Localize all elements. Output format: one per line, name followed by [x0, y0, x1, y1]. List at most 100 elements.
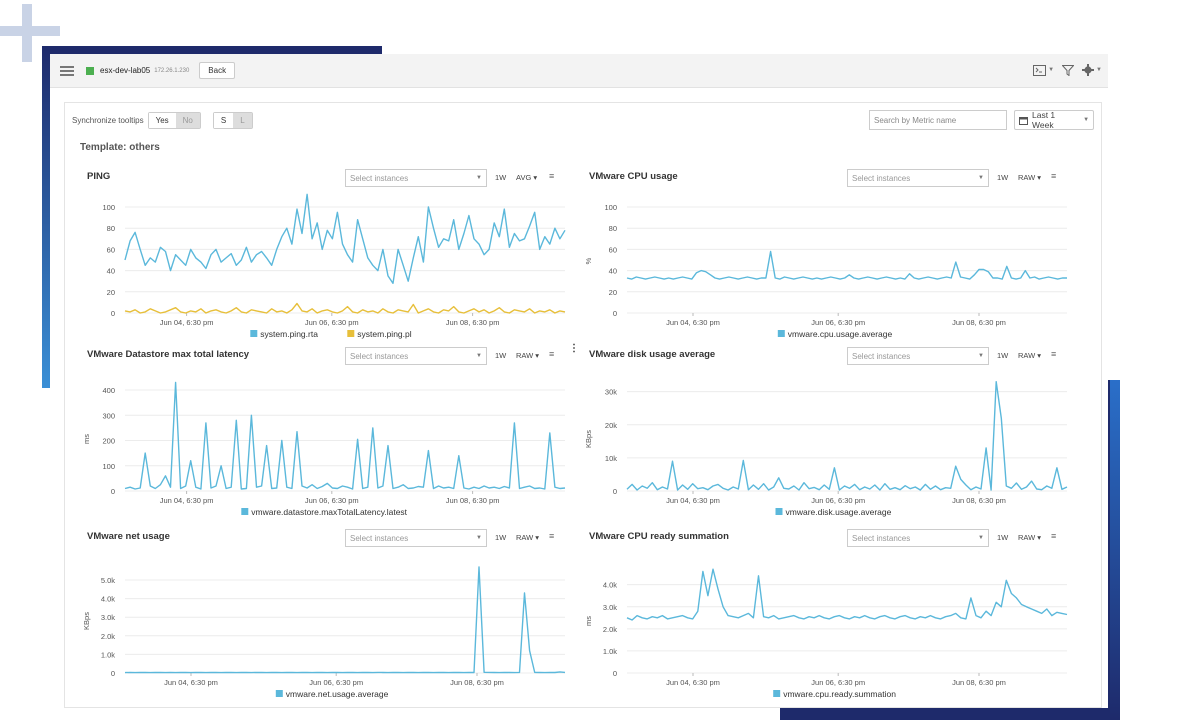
series-line[interactable]	[626, 568, 1068, 621]
x-tick-label: Jun 06, 6:30 pm	[811, 678, 865, 687]
y-tick-label: 1.0k	[603, 647, 617, 656]
y-tick-label: 0	[111, 487, 115, 496]
back-button[interactable]: Back	[199, 62, 236, 79]
chart-title: VMware disk usage average	[589, 349, 716, 360]
line-chart: 0 1.0k 2.0k 3.0k 4.0k ms Jun 04, 6:30 pm Jun 06…	[584, 568, 1068, 699]
toolbar-actions: ▼ ▼	[1033, 64, 1102, 76]
y-tick-label: 80	[107, 224, 115, 233]
legend-label[interactable]: vmware.net.usage.average	[286, 689, 389, 699]
chart-panel: VMware CPU ready summation Select instanc…	[579, 529, 1071, 703]
chart-panel: VMware net usage Select instances ▼ 1W RAW ▾…	[77, 529, 569, 703]
sync-yes-button[interactable]: Yes	[148, 113, 176, 128]
chart-title: VMware Datastore max total latency	[87, 349, 250, 360]
app-window: esx-dev-lab05 172.26.1.230 Back ▼ ▼ Sync…	[50, 54, 1108, 708]
series-line[interactable]	[124, 302, 566, 314]
sync-tooltips-row: Synchronize tooltips Yes No S L	[72, 112, 253, 129]
metric-search-input[interactable]: Search by Metric name	[869, 110, 1007, 130]
legend-label[interactable]: vmware.cpu.ready.summation	[783, 689, 896, 699]
line-chart: 0 20 40 60 80 100 Jun 04, 6:30 pm Jun 06, 6:30 …	[102, 193, 566, 339]
top-toolbar: esx-dev-lab05 172.26.1.230 Back ▼ ▼	[50, 54, 1108, 88]
list-view-icon[interactable]: ≡	[549, 531, 555, 541]
filter-icon[interactable]	[1062, 64, 1075, 76]
y-tick-label: 200	[102, 437, 115, 446]
select-instances-dropdown[interactable]: Select instances ▼	[345, 169, 487, 187]
select-instances-dropdown[interactable]: Select instances ▼	[847, 529, 989, 547]
y-tick-label: 40	[609, 267, 617, 276]
legend-swatch	[775, 508, 783, 515]
select-instances-dropdown[interactable]: Select instances ▼	[345, 347, 487, 365]
y-tick-label: 30k	[605, 388, 617, 397]
y-tick-label: 20k	[605, 421, 617, 430]
y-tick-label: 10k	[605, 454, 617, 463]
y-tick-label: 100	[102, 462, 115, 471]
size-toggle: S L	[212, 112, 253, 129]
series-line[interactable]	[626, 381, 1068, 491]
select-instances-placeholder: Select instances	[852, 534, 911, 543]
legend-label[interactable]: system.ping.rta	[260, 329, 318, 339]
period-selector[interactable]: 1W	[997, 173, 1009, 182]
aggregation-selector[interactable]: AVG ▾	[516, 173, 538, 182]
list-view-icon[interactable]: ≡	[1051, 171, 1057, 181]
decorative-frame-right-accent	[1110, 380, 1120, 720]
select-instances-dropdown[interactable]: Select instances ▼	[847, 169, 989, 187]
series-line[interactable]	[124, 193, 566, 285]
legend-label[interactable]: vmware.cpu.usage.average	[788, 329, 893, 339]
select-instances-placeholder: Select instances	[350, 352, 409, 361]
period-selector[interactable]: 1W	[495, 173, 507, 182]
chart-title: PING	[87, 171, 111, 182]
gear-icon[interactable]: ▼	[1082, 64, 1102, 76]
period-selector[interactable]: 1W	[997, 351, 1009, 360]
line-chart: 0 10k 20k 30k KBps Jun 04, 6:30 pm Jun 06, 6:3…	[584, 381, 1068, 517]
aggregation-selector[interactable]: RAW ▾	[1018, 351, 1042, 360]
series-line[interactable]	[124, 381, 566, 490]
period-selector[interactable]: 1W	[495, 533, 507, 542]
chart-panel: PING Select instances ▼ 1W AVG ▾ ≡ 0 20 40 60 80 10…	[77, 169, 569, 343]
more-options-icon[interactable]: ⋮	[569, 343, 579, 354]
decorative-plus-horizontal	[0, 26, 60, 36]
x-tick-label: Jun 04, 6:30 pm	[160, 496, 214, 505]
y-tick-label: 20	[609, 288, 617, 297]
aggregation-selector[interactable]: RAW ▾	[516, 351, 540, 360]
size-small-button[interactable]: S	[213, 113, 234, 128]
sync-no-button[interactable]: No	[175, 113, 200, 128]
chevron-down-icon: ▼	[476, 353, 482, 359]
size-large-button[interactable]: L	[233, 113, 252, 128]
series-line[interactable]	[124, 566, 566, 674]
chart-panel: VMware disk usage average Select instance…	[579, 347, 1071, 521]
chart-title: VMware net usage	[87, 531, 170, 542]
y-tick-label: 3.0k	[101, 613, 115, 622]
select-instances-dropdown[interactable]: Select instances ▼	[847, 347, 989, 365]
y-tick-label: 60	[609, 245, 617, 254]
y-tick-label: 0	[613, 487, 617, 496]
legend-label[interactable]: system.ping.pl	[357, 329, 411, 339]
list-view-icon[interactable]: ≡	[549, 349, 555, 359]
list-view-icon[interactable]: ≡	[549, 171, 555, 181]
legend-label[interactable]: vmware.datastore.maxTotalLatency.latest	[251, 507, 407, 517]
y-tick-label: 2.0k	[101, 632, 115, 641]
list-view-icon[interactable]: ≡	[1051, 349, 1057, 359]
y-tick-label: 60	[107, 245, 115, 254]
chart-panel: VMware CPU usage Select instances ▼ 1W RAW ▾…	[579, 169, 1071, 343]
legend-swatch	[773, 690, 781, 697]
aggregation-selector[interactable]: RAW ▾	[1018, 533, 1042, 542]
menu-icon[interactable]	[60, 65, 74, 76]
y-tick-label: 400	[102, 386, 115, 395]
list-view-icon[interactable]: ≡	[1051, 531, 1057, 541]
chart-title: VMware CPU ready summation	[589, 531, 729, 542]
legend-label[interactable]: vmware.disk.usage.average	[786, 507, 892, 517]
aggregation-selector[interactable]: RAW ▾	[516, 533, 540, 542]
x-tick-label: Jun 04, 6:30 pm	[666, 496, 720, 505]
time-range-select[interactable]: Last 1 Week ▼	[1014, 110, 1094, 130]
period-selector[interactable]: 1W	[495, 351, 507, 360]
chevron-down-icon: ▼	[978, 535, 984, 541]
select-instances-dropdown[interactable]: Select instances ▼	[345, 529, 487, 547]
legend-swatch	[250, 330, 258, 337]
x-tick-label: Jun 04, 6:30 pm	[666, 318, 720, 327]
series-line[interactable]	[626, 250, 1067, 280]
y-tick-label: 3.0k	[603, 603, 617, 612]
aggregation-selector[interactable]: RAW ▾	[1018, 173, 1042, 182]
y-tick-label: 40	[107, 267, 115, 276]
terminal-icon[interactable]: ▼	[1033, 64, 1054, 76]
x-tick-label: Jun 08, 6:30 pm	[952, 318, 1006, 327]
period-selector[interactable]: 1W	[997, 533, 1009, 542]
